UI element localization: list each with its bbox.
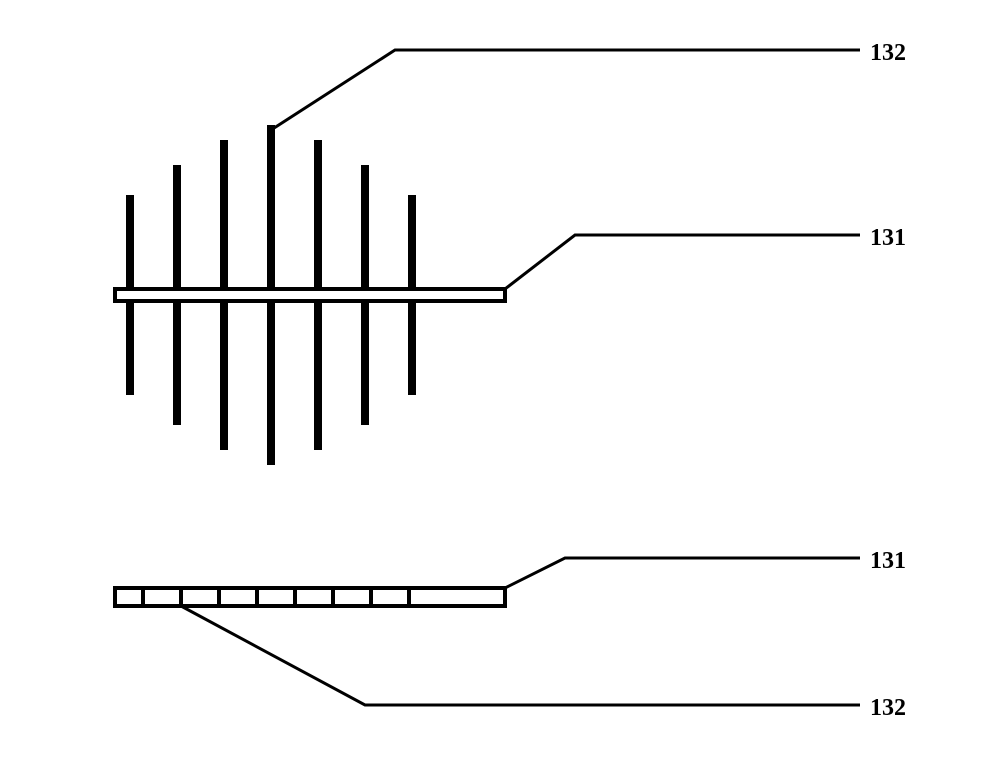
leader-131-top [505, 235, 860, 289]
technical-diagram: 132 131 131 132 [0, 0, 1000, 771]
rod-side-view [115, 588, 505, 606]
label-132-top: 132 [870, 40, 906, 67]
leader-131-side [505, 558, 860, 588]
leader-132-side [181, 606, 860, 705]
label-131-top: 131 [870, 225, 906, 252]
rod-top-view [115, 289, 505, 301]
leader-132-top [271, 50, 860, 130]
label-131-side: 131 [870, 548, 906, 575]
label-132-side: 132 [870, 695, 906, 722]
